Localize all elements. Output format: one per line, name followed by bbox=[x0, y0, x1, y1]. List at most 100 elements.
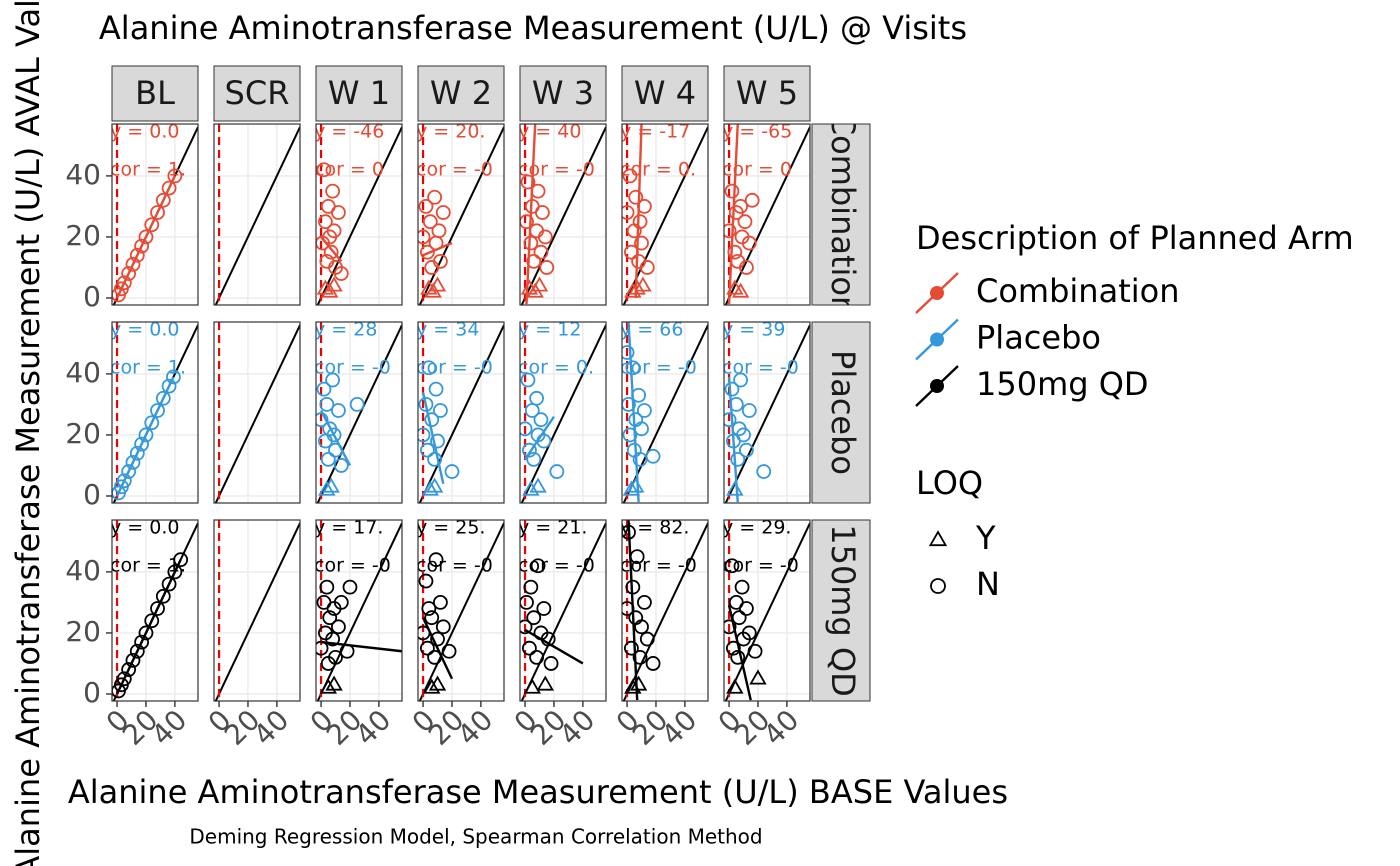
panel-background bbox=[214, 124, 300, 305]
point bbox=[167, 564, 183, 580]
point bbox=[433, 403, 448, 418]
legend-label: Y bbox=[975, 519, 996, 557]
point bbox=[724, 619, 737, 635]
panel: y = 25. cor = -0 bbox=[418, 520, 504, 701]
point-loq bbox=[318, 480, 336, 496]
point-loq bbox=[425, 477, 444, 493]
legend-key-triangle bbox=[928, 530, 948, 547]
point bbox=[331, 619, 346, 635]
identity-line bbox=[214, 522, 300, 701]
point-loq bbox=[634, 276, 652, 292]
point bbox=[523, 579, 539, 595]
fit-line bbox=[421, 617, 454, 680]
point bbox=[331, 403, 346, 418]
y-tick-label: 20 bbox=[65, 417, 101, 450]
column-strip-label: BL bbox=[135, 74, 175, 112]
point bbox=[319, 579, 335, 595]
point bbox=[737, 214, 753, 230]
fit-line bbox=[115, 559, 182, 695]
point bbox=[733, 372, 749, 388]
point bbox=[623, 640, 639, 656]
point bbox=[529, 390, 545, 406]
column-strip bbox=[111, 65, 199, 122]
point bbox=[422, 214, 438, 230]
point bbox=[424, 610, 440, 626]
point-loq bbox=[629, 675, 648, 691]
point-loq bbox=[627, 477, 645, 493]
fit-line bbox=[422, 241, 453, 257]
panel-annotation: y = 20. bbox=[416, 121, 485, 143]
point bbox=[134, 238, 150, 254]
point bbox=[173, 552, 189, 568]
point bbox=[520, 421, 533, 437]
identity-line bbox=[724, 522, 810, 701]
point-loq bbox=[622, 480, 641, 496]
x-tick-label: 40 bbox=[553, 703, 602, 752]
panel-background bbox=[418, 124, 504, 305]
point bbox=[155, 588, 171, 604]
panel-border bbox=[111, 123, 199, 306]
identity-line bbox=[214, 324, 300, 503]
fit-line bbox=[627, 520, 639, 701]
identity-line bbox=[418, 324, 504, 503]
point bbox=[134, 634, 150, 650]
point bbox=[421, 360, 437, 376]
panel-annotation: y = -17 bbox=[620, 121, 690, 143]
panel: y = 0.0 cor = 1. bbox=[112, 520, 198, 701]
point bbox=[144, 613, 160, 629]
point bbox=[744, 192, 760, 208]
point bbox=[530, 558, 546, 574]
point bbox=[129, 643, 145, 659]
panel-background bbox=[316, 124, 402, 305]
panel: y = 0.0 cor = 1. bbox=[112, 124, 198, 305]
fit-line bbox=[115, 175, 176, 299]
panel-border bbox=[723, 519, 811, 702]
x-tick-label: 40 bbox=[145, 703, 194, 752]
panel-background bbox=[214, 520, 300, 701]
panel-annotation: y = 0.0 bbox=[110, 319, 179, 341]
panel-annotation: y = -46 bbox=[314, 121, 384, 143]
point bbox=[433, 253, 448, 269]
panel-annotation: cor = 0. bbox=[620, 159, 696, 181]
point-loq bbox=[529, 477, 547, 493]
row-strip-group: 150mg QD bbox=[824, 524, 862, 697]
column-strip bbox=[417, 65, 505, 122]
point bbox=[419, 244, 435, 260]
panel-annotation: cor = -0 bbox=[314, 555, 391, 577]
legend-key-dot bbox=[930, 379, 944, 393]
x-tick-label: 40 bbox=[247, 703, 296, 752]
panel-annotation: cor = -0 bbox=[722, 555, 799, 577]
row-strip bbox=[811, 519, 871, 702]
point bbox=[724, 412, 737, 428]
identity-line bbox=[724, 324, 810, 503]
point bbox=[316, 412, 329, 428]
panel-border bbox=[315, 519, 403, 702]
panel-background bbox=[622, 124, 708, 305]
row-strip bbox=[811, 123, 871, 306]
point bbox=[161, 378, 177, 394]
panel-border bbox=[621, 123, 709, 306]
point bbox=[622, 205, 635, 220]
point bbox=[730, 649, 746, 665]
y-tick-label: 0 bbox=[83, 676, 101, 709]
panel: y = 29. cor = -0 bbox=[722, 520, 810, 701]
row-strip-label: Placebo bbox=[824, 350, 862, 475]
point-loq bbox=[628, 279, 646, 295]
point-loq bbox=[536, 675, 554, 691]
legend-label: Combination bbox=[976, 272, 1179, 310]
point bbox=[134, 436, 150, 452]
point bbox=[333, 595, 349, 610]
legend-title: Description of Planned Arm bbox=[916, 219, 1354, 257]
point bbox=[537, 229, 553, 245]
point-loq bbox=[319, 678, 337, 694]
point bbox=[533, 412, 549, 428]
panel: y = -65 cor = 0 bbox=[724, 124, 810, 305]
point bbox=[526, 253, 542, 269]
point bbox=[526, 451, 542, 467]
point bbox=[724, 183, 740, 199]
column-strip-label: W 1 bbox=[328, 74, 390, 112]
panel-background bbox=[316, 322, 402, 503]
point bbox=[536, 601, 552, 616]
point bbox=[325, 631, 341, 647]
